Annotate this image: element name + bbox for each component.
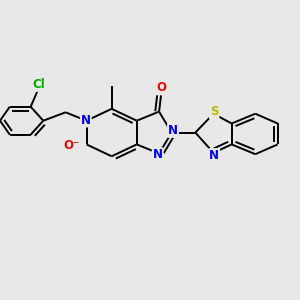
- Text: S: S: [210, 105, 218, 118]
- Text: O⁻: O⁻: [64, 139, 80, 152]
- Text: N: N: [153, 148, 163, 161]
- Text: Cl: Cl: [33, 78, 45, 91]
- Text: N: N: [168, 124, 178, 137]
- Text: O: O: [157, 81, 167, 94]
- Text: N: N: [81, 113, 91, 127]
- Text: N: N: [209, 149, 219, 162]
